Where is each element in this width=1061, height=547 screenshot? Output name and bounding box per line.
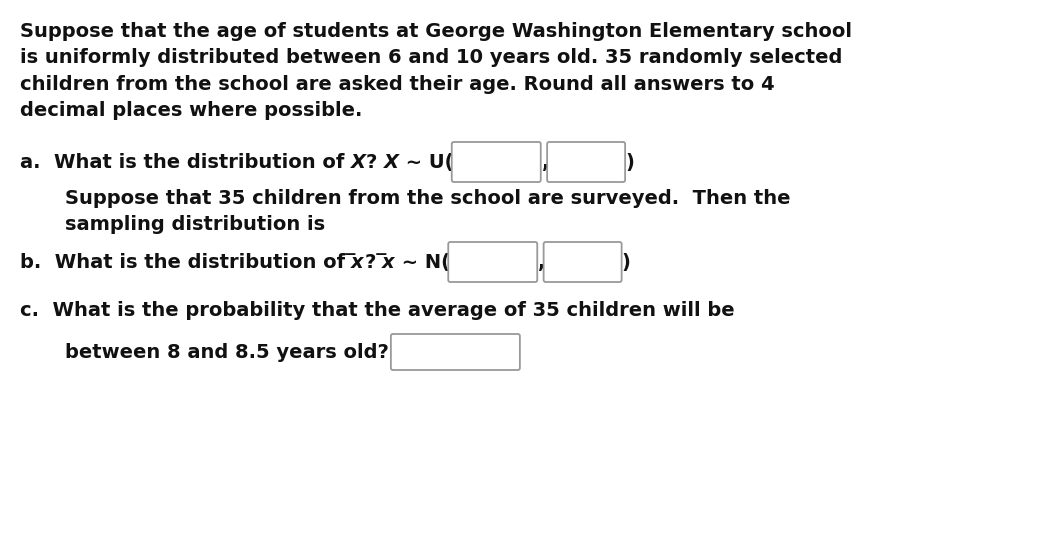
- Text: ,: ,: [538, 253, 545, 271]
- Text: Suppose that 35 children from the school are surveyed.  Then the: Suppose that 35 children from the school…: [65, 189, 790, 207]
- Text: is uniformly distributed between 6 and 10 years old. 35 randomly selected: is uniformly distributed between 6 and 1…: [20, 48, 842, 67]
- Text: c.  What is the probability that the average of 35 children will be: c. What is the probability that the aver…: [20, 300, 734, 319]
- Text: ∼ U(: ∼ U(: [399, 153, 454, 172]
- Text: ): ): [625, 153, 634, 172]
- Text: ,: ,: [542, 153, 550, 172]
- Text: sampling distribution is: sampling distribution is: [65, 214, 325, 234]
- Text: ̅x: ̅x: [352, 253, 365, 271]
- Text: ?: ?: [366, 153, 384, 172]
- Text: ?: ?: [365, 253, 383, 271]
- Text: ): ): [622, 253, 630, 271]
- Text: between 8 and 8.5 years old?: between 8 and 8.5 years old?: [65, 342, 389, 362]
- FancyBboxPatch shape: [543, 242, 622, 282]
- Text: b.  What is the distribution of: b. What is the distribution of: [20, 253, 352, 271]
- Text: X: X: [384, 153, 399, 172]
- FancyBboxPatch shape: [547, 142, 625, 182]
- Text: decimal places where possible.: decimal places where possible.: [20, 101, 363, 120]
- Text: X: X: [351, 153, 366, 172]
- Text: Suppose that the age of students at George Washington Elementary school: Suppose that the age of students at Geor…: [20, 22, 852, 40]
- Text: children from the school are asked their age. Round all answers to 4: children from the school are asked their…: [20, 75, 775, 94]
- FancyBboxPatch shape: [448, 242, 537, 282]
- FancyBboxPatch shape: [390, 334, 520, 370]
- FancyBboxPatch shape: [452, 142, 541, 182]
- Text: ̅x: ̅x: [383, 253, 396, 271]
- Text: ∼ N(: ∼ N(: [396, 253, 450, 271]
- Text: a.  What is the distribution of: a. What is the distribution of: [20, 153, 351, 172]
